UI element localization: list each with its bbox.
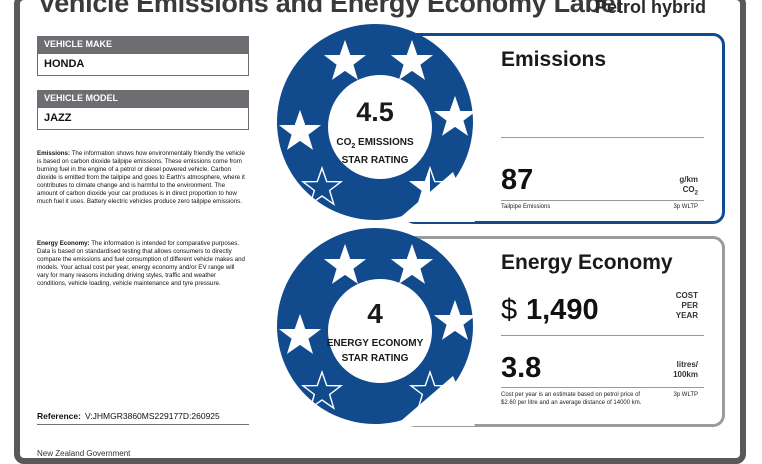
reference-line: Reference: V:JHMGR3860MS229177D:260925 <box>37 411 249 425</box>
economy-star-6-empty <box>300 369 344 410</box>
vehicle-model-label: VEHICLE MODEL <box>37 90 249 107</box>
government-credit: New Zealand Government <box>37 449 131 458</box>
economy-star-rating: 4 ENERGY ECONOMY STAR RATING <box>275 226 477 426</box>
economy-cap-line2: STAR RATING <box>341 353 409 364</box>
economy-ring-inner <box>328 279 432 383</box>
emissions-info-text: The information shows how environmentall… <box>37 150 245 205</box>
economy-star-3-filled <box>390 243 434 284</box>
emissions-ring-notch <box>395 172 475 222</box>
economy-rating-value: 4 <box>367 298 383 329</box>
cost-estimate-note: Cost per year is an estimate based on pe… <box>501 392 642 406</box>
emissions-cap-rest: EMISSIONS <box>355 137 414 148</box>
emissions-cap-line2: STAR RATING <box>341 154 409 166</box>
emissions-rating-value: 4.5 <box>356 97 394 127</box>
emissions-star-1-filled <box>278 109 322 150</box>
label-title: Vehicle Emissions and Energy Economy Lab… <box>38 0 623 18</box>
emissions-cap-co: CO <box>336 137 352 148</box>
emissions-unit: g/km CO2 <box>679 175 698 198</box>
emissions-unit-line1: g/km <box>679 175 698 184</box>
economy-star-5-empty <box>408 369 452 410</box>
emissions-star-4-filled <box>433 95 477 136</box>
emissions-ring-inner <box>328 75 432 179</box>
economy-stars <box>278 243 477 410</box>
emissions-unit-sub: 2 <box>694 190 698 197</box>
economy-divider <box>501 335 704 336</box>
emissions-test-standard: 3p WLTP <box>673 204 698 210</box>
emissions-unit-co: CO <box>682 185 695 194</box>
emissions-info-heading: Emissions: <box>37 150 71 157</box>
economy-star-ring <box>277 228 477 426</box>
economy-star-1-filled <box>278 313 322 354</box>
emissions-star-5-fill <box>410 168 430 205</box>
cost-per-year-unit: COST PER YEAR <box>676 291 698 321</box>
vehicle-model-value: JAZZ <box>37 107 249 130</box>
emissions-star-rating: 4.5 CO2 EMISSIONS STAR RATING <box>275 22 477 222</box>
economy-info-text: The information is intended for comparat… <box>37 240 245 287</box>
economy-test-standard: 3p WLTP <box>673 392 698 398</box>
emissions-star-2-filled <box>323 39 367 80</box>
emissions-title: Emissions <box>501 48 607 71</box>
fuel-economy-value: 3.8 <box>501 352 542 384</box>
emissions-star-ring <box>277 24 477 222</box>
cost-unit-3: YEAR <box>675 311 698 320</box>
fuel-type: Petrol hybrid <box>595 0 707 17</box>
emissions-divider-2 <box>501 200 704 201</box>
cost-per-year-value: 1,490 <box>526 294 599 326</box>
tailpipe-label: Tailpipe Emissions <box>501 204 551 210</box>
currency-symbol: $ <box>501 294 518 326</box>
emissions-value: 87 <box>501 164 534 196</box>
reference-value: V:JHMGR3860MS229177D:260925 <box>84 411 220 421</box>
economy-divider-2 <box>501 387 704 388</box>
cost-unit-2: PER <box>681 301 698 310</box>
emissions-cap-sub: 2 <box>351 143 356 150</box>
economy-cap-line1: ENERGY ECONOMY <box>326 338 424 349</box>
emissions-star-3-filled <box>390 39 434 80</box>
fuel-economy-unit: litres/ 100km <box>673 360 698 380</box>
emissions-divider <box>501 137 704 138</box>
economy-rating-caption: ENERGY ECONOMY STAR RATING <box>275 336 475 366</box>
economy-info-heading: Energy Economy: <box>37 240 90 247</box>
emissions-star-6-empty <box>300 165 344 206</box>
economy-info: Energy Economy: The information is inten… <box>37 240 247 288</box>
vehicle-make-label: VEHICLE MAKE <box>37 36 249 53</box>
economy-title: Energy Economy <box>501 251 673 274</box>
economy-star-4-filled <box>433 299 477 340</box>
emissions-stars <box>278 39 477 206</box>
reference-label: Reference: <box>37 411 81 421</box>
cost-unit-1: COST <box>675 291 698 300</box>
fuel-unit-2: 100km <box>673 370 698 379</box>
emissions-rating-caption: CO2 EMISSIONS STAR RATING <box>275 135 475 168</box>
emissions-info: Emissions: The information shows how env… <box>37 150 247 206</box>
economy-star-2-filled <box>323 243 367 284</box>
economy-ring-notch <box>395 376 475 426</box>
vehicle-make-value: HONDA <box>37 53 249 76</box>
fuel-unit-1: litres/ <box>676 360 698 369</box>
